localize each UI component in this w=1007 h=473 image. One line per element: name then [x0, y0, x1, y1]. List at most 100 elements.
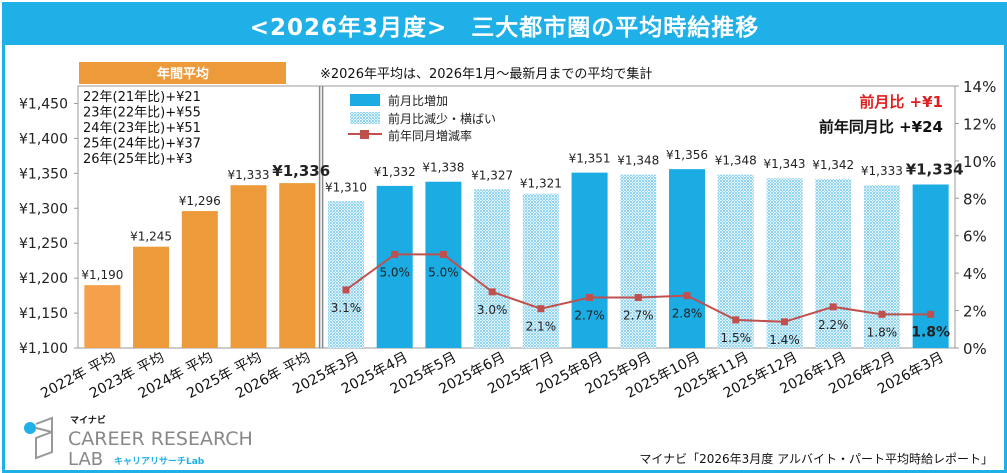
yoy-marker: [732, 316, 740, 324]
annual-value-label: ¥1,245: [130, 230, 172, 244]
logo-cube-icon: [35, 427, 53, 460]
y2-tick-label: 14%: [963, 78, 996, 96]
yoy-rate-label: 2.7%: [623, 308, 654, 322]
yoy-marker: [586, 293, 594, 301]
yoy-callout: 前年同月比 +¥24: [819, 118, 943, 136]
decrease-bar: [474, 189, 511, 348]
decrease-bar: [327, 201, 364, 348]
y-tick-label: ¥1,150: [19, 306, 68, 322]
monthly-value-label: ¥1,310: [325, 180, 367, 194]
y-tick-label: ¥1,100: [19, 341, 68, 357]
y-tick-label: ¥1,300: [19, 201, 68, 217]
monthly-value-label: ¥1,334: [906, 161, 964, 179]
legend-swatch-increase: [350, 94, 380, 106]
legend-label: 前月比増加: [388, 93, 448, 108]
annual-diff-text: 22年(21年比)+¥21: [83, 90, 201, 105]
monthly-value-label: ¥1,321: [520, 177, 562, 191]
logo-sub: キャリアリサーチLab: [114, 456, 205, 467]
yoy-marker: [878, 310, 886, 318]
monthly-value-label: ¥1,338: [422, 161, 464, 175]
annual-bar: [84, 285, 121, 348]
monthly-value-label: ¥1,327: [471, 168, 513, 182]
monthly-value-label: ¥1,348: [617, 154, 659, 168]
note: ※2026年平均は、2026年1月～最新月までの平均で集計: [320, 66, 652, 82]
yoy-marker: [634, 293, 642, 301]
yoy-marker: [780, 318, 788, 326]
yoy-rate-label: 5.0%: [428, 265, 459, 279]
y-tick-label: ¥1,250: [19, 236, 68, 252]
legend-label: 前年同月増減率: [388, 128, 472, 143]
decrease-bar: [815, 178, 852, 348]
annual-bar: [279, 183, 316, 348]
yoy-rate-label: 1.8%: [867, 325, 898, 339]
increase-bar: [571, 172, 608, 348]
source-note: マイナビ「2026年3月度 アルバイト・パート平均時給レポート」: [639, 452, 993, 466]
y2-tick-label: 0%: [963, 340, 987, 358]
yoy-rate-label: 2.7%: [574, 308, 605, 322]
legend-label: 前月比減少・横ばい: [388, 111, 496, 126]
decrease-bar: [620, 174, 657, 348]
annual-diff-text: 23年(22年比)+¥55: [83, 106, 201, 121]
mom-callout: 前月比 +¥1: [859, 93, 943, 111]
y2-tick-label: 12%: [963, 115, 996, 133]
annual-value-label: ¥1,296: [179, 194, 221, 208]
y2-tick-label: 10%: [963, 153, 996, 171]
y-tick-label: ¥1,450: [19, 96, 68, 112]
monthly-value-label: ¥1,343: [763, 157, 805, 171]
yoy-rate-label: 3.0%: [477, 303, 508, 317]
monthly-value-label: ¥1,333: [861, 164, 903, 178]
y-tick-label: ¥1,350: [19, 166, 68, 182]
yoy-rate-label: 2.1%: [526, 320, 557, 334]
yoy-marker: [342, 286, 350, 294]
yoy-marker: [829, 303, 837, 311]
y2-tick-label: 6%: [963, 228, 987, 246]
yoy-rate-label: 5.0%: [379, 265, 410, 279]
chart-title: <2026年3月度> 三大都市圏の平均時給推移: [5, 5, 1004, 45]
annual-value-label: ¥1,333: [228, 168, 270, 182]
legend-swatch-marker: [360, 130, 369, 139]
yoy-rate-label: 2.8%: [672, 307, 703, 321]
annual-diff-text: 26年(25年比)+¥3: [83, 152, 193, 167]
annual-bar: [230, 185, 267, 348]
yoy-rate-label: 1.8%: [911, 324, 950, 340]
yoy-marker: [391, 250, 399, 258]
yoy-marker: [488, 288, 496, 296]
y-tick-label: ¥1,400: [19, 131, 68, 147]
annual-bar: [181, 211, 218, 348]
annual-diff-text: 24年(23年比)+¥51: [83, 121, 201, 136]
logo-line1: CAREER RESEARCH: [68, 428, 253, 450]
plot-area: [77, 85, 956, 349]
increase-bar: [376, 185, 413, 348]
logo-cube-icon: [35, 416, 53, 432]
yoy-rate-label: 1.4%: [769, 333, 800, 347]
y2-tick-label: 8%: [963, 190, 987, 208]
decrease-bar: [522, 193, 559, 348]
yoy-rate-label: 3.1%: [331, 301, 362, 315]
annual-header: 年間平均: [157, 66, 209, 82]
annual-diff-text: 25年(24年比)+¥37: [83, 137, 201, 152]
monthly-value-label: ¥1,348: [715, 154, 757, 168]
yoy-rate-label: 1.5%: [721, 331, 752, 345]
yoy-marker: [683, 292, 691, 300]
y2-tick-label: 4%: [963, 265, 987, 283]
y-tick-label: ¥1,200: [19, 271, 68, 287]
yoy-marker: [927, 310, 935, 318]
y2-tick-label: 2%: [963, 303, 987, 321]
logo-brand: マイナビ: [70, 414, 106, 426]
annual-bar: [133, 246, 170, 348]
increase-bar: [669, 169, 706, 348]
monthly-value-label: ¥1,332: [374, 165, 416, 179]
monthly-value-label: ¥1,356: [666, 148, 708, 162]
decrease-bar: [863, 185, 900, 348]
yoy-marker: [537, 305, 545, 313]
increase-bar: [912, 184, 949, 348]
logo-dot-icon: [24, 422, 36, 434]
logo-line2: LAB: [68, 449, 103, 470]
monthly-value-label: ¥1,351: [569, 152, 611, 166]
yoy-rate-label: 2.2%: [818, 318, 849, 332]
annual-value-label: ¥1,190: [81, 268, 123, 282]
legend-swatch-decrease: [350, 112, 380, 124]
annual-value-label: ¥1,336: [272, 162, 330, 180]
